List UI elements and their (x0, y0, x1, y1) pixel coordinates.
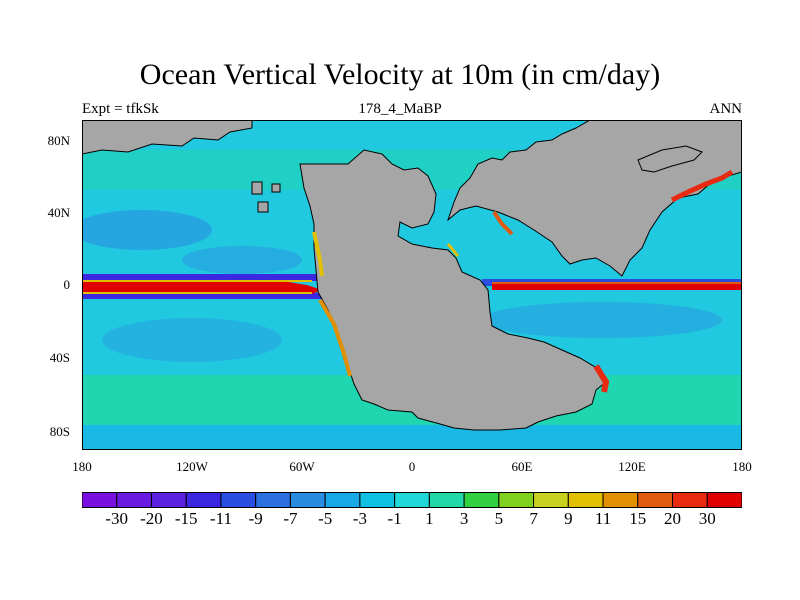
land-island (271, 183, 281, 193)
land-mass (637, 145, 703, 173)
x-tick-label: 180 (72, 459, 92, 474)
coastal-upwelling (593, 364, 610, 393)
colorbar-box (289, 492, 326, 508)
y-tick-label: 40N (47, 205, 70, 220)
coastal-upwelling (670, 169, 734, 203)
colorbar-box (428, 492, 465, 508)
colorbar-label: 1 (425, 509, 434, 528)
colorbar-box (324, 492, 361, 508)
coastal-upwelling (446, 243, 460, 257)
colorbar-box (706, 492, 742, 508)
neg-patch (482, 302, 722, 338)
colorbar-label: -9 (248, 509, 263, 528)
colorbar-label: 7 (529, 509, 538, 528)
experiment-label: Expt = tfkSk (82, 101, 159, 117)
equator-yellow-pacific (82, 292, 312, 294)
season-label: ANN (709, 101, 743, 117)
coastal-upwelling (312, 231, 324, 277)
colorbar-box (637, 492, 674, 508)
colorbar-label: 5 (494, 509, 504, 528)
colorbar-label: -30 (105, 509, 129, 528)
colorbar-box (359, 492, 396, 508)
land-island (251, 181, 263, 195)
x-tick-label: 60W (289, 459, 315, 474)
colorbar-box (533, 492, 569, 508)
x-tick-label: 0 (408, 459, 416, 474)
colorbar-label: -11 (209, 509, 232, 528)
colorbar-label: -1 (387, 509, 402, 528)
colorbar-box (463, 492, 500, 508)
colorbar-label: 15 (629, 509, 647, 528)
map-frame (82, 120, 742, 450)
colorbar-label: -3 (352, 509, 367, 528)
colorbar-box (220, 492, 257, 508)
equator-orange-east (492, 282, 742, 284)
x-tick-label: 120E (618, 459, 646, 474)
coastal-upwelling (318, 298, 352, 377)
colorbar-box (116, 492, 152, 508)
colorbar-box (602, 492, 639, 508)
y-tick-label: 80S (49, 424, 70, 439)
time-label: 178_4_MaBP (358, 101, 442, 117)
colorbar-box (394, 492, 430, 508)
colorbar-label: -5 (318, 509, 333, 528)
y-tick-label: 80N (47, 133, 70, 148)
colorbar-label: 11 (594, 509, 612, 528)
colorbar (82, 492, 742, 508)
map-title: Ocean Vertical Velocity at 10m (in cm/da… (139, 58, 661, 91)
x-tick-label: 120W (176, 459, 208, 474)
colorbar-label: -7 (283, 509, 298, 528)
equator-neg-north (82, 274, 322, 281)
coastal-upwelling (492, 210, 514, 236)
colorbar-box (567, 492, 604, 508)
colorbar-box (498, 492, 535, 508)
land-island (257, 201, 269, 213)
neg-patch (102, 318, 282, 362)
equator-yellow-pacific (82, 280, 312, 282)
x-tick-label: 180 (732, 459, 752, 474)
equator-upwelling-east (492, 284, 742, 290)
colorbar-label: 9 (564, 509, 573, 528)
southern-ocean-edge (82, 425, 742, 450)
colorbar-label: -15 (174, 509, 198, 528)
colorbar-box (185, 492, 222, 508)
map-panel (82, 120, 742, 450)
neg-patch (182, 246, 302, 274)
colorbar-label: 20 (664, 509, 682, 528)
neg-patch (82, 210, 212, 250)
colorbar-box (672, 492, 708, 508)
colorbar-label: 3 (459, 509, 469, 528)
colorbar-label: 30 (698, 509, 716, 528)
colorbar-label: -20 (140, 509, 163, 528)
x-tick-label: 60E (511, 459, 533, 474)
colorbar-box (82, 492, 118, 508)
y-tick-label: 0 (63, 277, 71, 292)
equator-upwelling-pacific (82, 281, 322, 294)
colorbar-box (255, 492, 291, 508)
equator-neg-south (82, 293, 322, 299)
y-tick-label: 40S (49, 350, 70, 365)
land-mass (82, 120, 253, 155)
colorbar-box (150, 492, 187, 508)
